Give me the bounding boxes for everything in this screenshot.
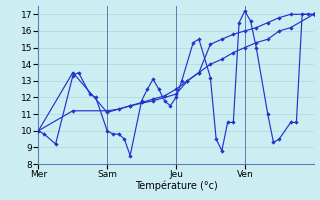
X-axis label: Température (°c): Température (°c) [135,181,217,191]
